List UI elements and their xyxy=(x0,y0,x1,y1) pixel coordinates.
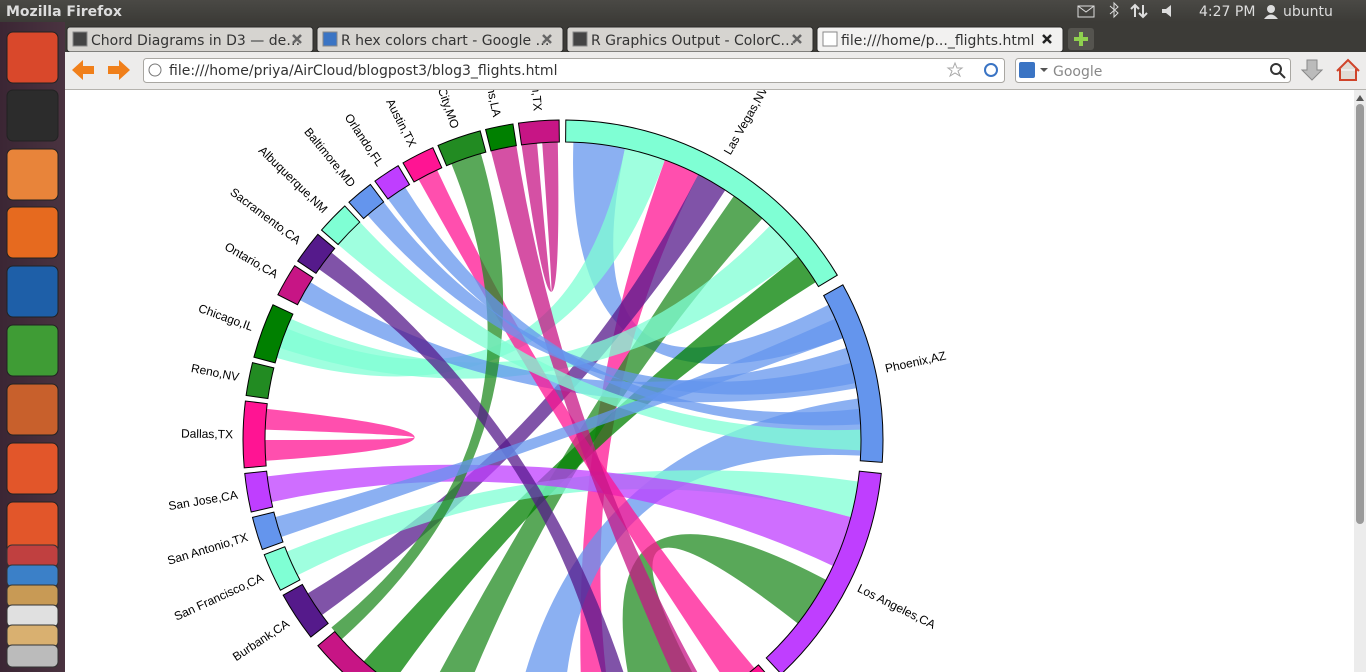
launcher-icons xyxy=(6,31,59,668)
user-icon xyxy=(1267,5,1275,13)
launcher-stack-icon[interactable] xyxy=(6,624,59,648)
chord-group-arc[interactable] xyxy=(437,130,487,167)
bluetooth-icon[interactable] xyxy=(1109,1,1119,19)
tab-title: file:///home/p..._flights.html xyxy=(841,33,1034,49)
search-placeholder: Google xyxy=(1053,64,1102,80)
chord-group-arc[interactable] xyxy=(765,470,882,672)
chord-group-arc[interactable] xyxy=(565,119,838,288)
tab-close[interactable] xyxy=(792,34,802,44)
chord-group-arc[interactable] xyxy=(277,265,314,306)
launcher-icon[interactable] xyxy=(6,206,59,259)
launcher-icon[interactable] xyxy=(6,89,59,142)
bookmark-star[interactable] xyxy=(946,61,964,78)
downloads-button[interactable] xyxy=(1300,59,1324,81)
chord-ribbon xyxy=(267,464,851,566)
user-icon-body xyxy=(1264,14,1278,19)
forward-button[interactable] xyxy=(108,60,130,80)
address-bar[interactable] xyxy=(143,58,1005,83)
chord-ribbon xyxy=(367,202,856,395)
search-button[interactable] xyxy=(1270,63,1282,75)
chord-group-arc[interactable] xyxy=(263,546,301,591)
search-bar[interactable] xyxy=(1015,58,1291,83)
chord-ribbon xyxy=(525,398,861,672)
chord-group-arc[interactable] xyxy=(320,205,361,246)
chord-group-arc[interactable] xyxy=(484,123,517,152)
chord-group-arc[interactable] xyxy=(822,284,884,463)
launcher-stack-icon[interactable] xyxy=(6,544,59,568)
chord-ribbon xyxy=(331,153,504,640)
tab-title: Chord Diagrams in D3 — de… xyxy=(91,33,300,49)
launcher-stack-icon[interactable] xyxy=(6,564,59,588)
home-button[interactable] xyxy=(1336,58,1360,81)
launcher-icon[interactable] xyxy=(6,383,59,436)
chord-label: Dallas,TX xyxy=(181,427,233,442)
launcher-stack-icon[interactable] xyxy=(6,604,59,628)
chord-ribbon xyxy=(521,142,559,292)
tab-title: R Graphics Output - ColorC… xyxy=(591,33,794,49)
chord-label: n,TX xyxy=(529,85,545,111)
chord-group-arc[interactable] xyxy=(253,304,294,364)
tab-title: R hex colors chart - Google … xyxy=(341,33,550,49)
chord-group-arc xyxy=(749,664,766,672)
chord-ribbon xyxy=(265,408,415,461)
tab-favicon xyxy=(72,31,88,47)
chord-group-arc[interactable] xyxy=(282,583,329,638)
site-identity[interactable] xyxy=(148,63,162,77)
chord-ribbon xyxy=(279,225,798,379)
back-button[interactable] xyxy=(72,60,94,80)
tabs: Chord Diagrams in D3 — de… R hex colors c… xyxy=(66,26,1064,53)
network-icon[interactable] xyxy=(1130,3,1148,19)
chord-ribbon xyxy=(318,252,624,672)
chord-group-arc[interactable] xyxy=(251,511,284,551)
tab-close[interactable] xyxy=(292,34,302,44)
launcher-icon[interactable] xyxy=(6,442,59,495)
tab-favicon xyxy=(822,31,838,47)
chord-ribbon xyxy=(490,145,698,672)
url-text: file:///home/priya/AirCloud/blogpost3/bl… xyxy=(169,63,557,79)
chord-group-arc[interactable] xyxy=(242,400,268,469)
mail-icon-flap xyxy=(1077,5,1095,13)
launcher-stack-icon[interactable] xyxy=(6,584,59,608)
tab-favicon xyxy=(322,31,338,47)
chord-group-arc[interactable] xyxy=(517,119,560,146)
search-button-handle xyxy=(1279,72,1286,79)
volume-icon[interactable] xyxy=(1162,5,1171,17)
launcher-icon[interactable] xyxy=(6,31,59,84)
chord-ribbon xyxy=(286,470,859,576)
chord-ribbon xyxy=(275,318,844,538)
chord-group-arc[interactable] xyxy=(374,165,411,200)
tab-close[interactable] xyxy=(542,34,552,44)
chord-ribbon xyxy=(307,174,726,616)
search-engine-dropdown xyxy=(1040,68,1048,72)
chord-ribbon xyxy=(363,256,816,672)
clock[interactable]: 4:27 PM xyxy=(1199,4,1255,20)
tab-favicon xyxy=(572,31,588,47)
launcher-icon[interactable] xyxy=(6,265,59,318)
search-engine-icon[interactable] xyxy=(1019,62,1035,78)
launcher-icon[interactable] xyxy=(6,148,59,201)
top-panel xyxy=(0,0,1366,22)
new-tab-plus xyxy=(1074,32,1088,46)
chord-group-arc[interactable] xyxy=(297,233,336,275)
scroll-up[interactable] xyxy=(1356,95,1364,101)
window-title: Mozilla Firefox xyxy=(6,4,122,20)
chord-group-arc[interactable] xyxy=(244,470,274,513)
user-name[interactable]: ubuntu xyxy=(1283,4,1333,20)
tab-close[interactable] xyxy=(1042,34,1052,44)
chord-group-arc[interactable] xyxy=(348,183,385,220)
chord-group-arc xyxy=(317,630,377,672)
chord-ribbon xyxy=(418,169,755,672)
launcher-stack-icon[interactable] xyxy=(6,644,59,668)
reload-button[interactable] xyxy=(984,63,998,77)
mail-icon[interactable] xyxy=(1077,5,1095,18)
chord-group-arc[interactable] xyxy=(245,361,275,400)
chord-group-arc[interactable] xyxy=(402,147,443,183)
launcher-icon[interactable] xyxy=(6,324,59,377)
chord-label: ns,LA xyxy=(484,85,504,118)
scrollbar-thumb[interactable] xyxy=(1356,104,1364,524)
